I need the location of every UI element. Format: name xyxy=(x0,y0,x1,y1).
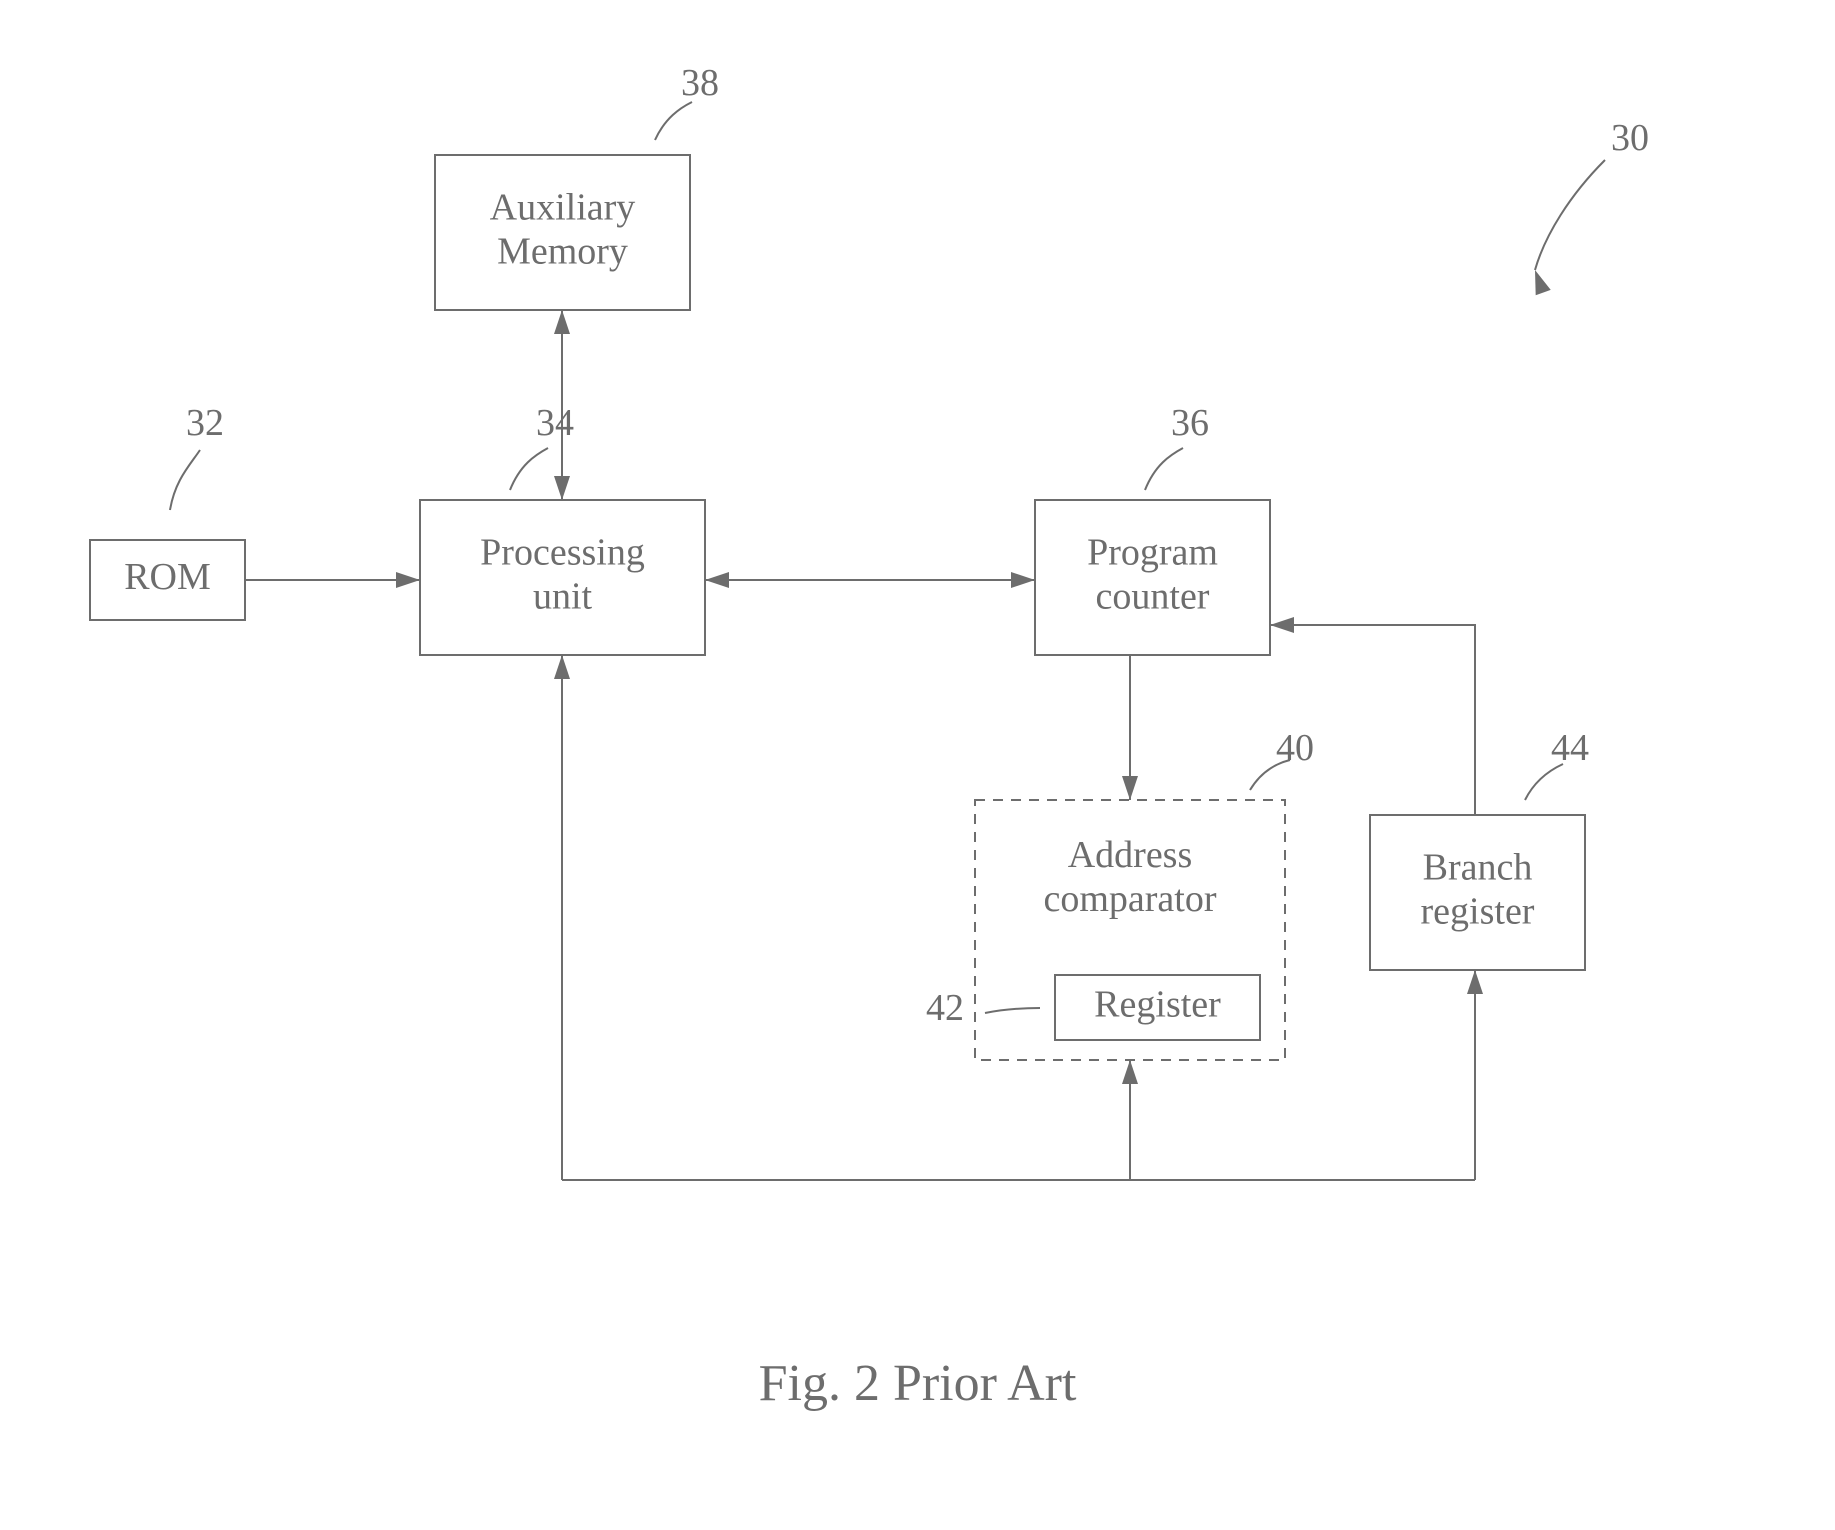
edge-branch-pc xyxy=(1270,625,1475,815)
node-pu: Processingunit34 xyxy=(420,402,705,655)
node-rom-label: ROM xyxy=(124,556,211,598)
node-addr-ref: 40 xyxy=(1276,727,1314,769)
figure-caption: Fig. 2 Prior Art xyxy=(759,1355,1077,1412)
node-rom-ref: 32 xyxy=(186,402,224,444)
node-pu-leader xyxy=(510,448,548,490)
node-aux-ref: 38 xyxy=(681,62,719,104)
arrowhead xyxy=(396,572,420,588)
node-rom: ROM 32 xyxy=(90,402,245,620)
arrowhead xyxy=(554,655,570,679)
node-branch: Branchregister 44 xyxy=(1370,727,1589,970)
arrowhead xyxy=(1535,270,1551,295)
node-aux-leader xyxy=(655,102,692,140)
node-pc-ref: 36 xyxy=(1171,402,1209,444)
node-pc: Programcounter 36 xyxy=(1035,402,1270,655)
arrowhead xyxy=(554,310,570,334)
node-pc-leader xyxy=(1145,448,1183,490)
diagram-canvas: ROM 32 Processingunit34 AuxiliaryMemory 38 Pr… xyxy=(0,0,1835,1530)
ref-30-label: 30 xyxy=(1611,117,1649,159)
arrowhead xyxy=(1467,970,1483,994)
node-reg-ref: 42 xyxy=(926,987,964,1029)
arrowhead xyxy=(1122,776,1138,800)
arrowhead xyxy=(1011,572,1035,588)
node-branch-label: Branchregister xyxy=(1421,846,1535,932)
node-branch-ref: 44 xyxy=(1551,727,1589,769)
node-aux: AuxiliaryMemory 38 xyxy=(435,62,719,310)
ref-30-arc xyxy=(1535,160,1605,270)
node-pc-label: Programcounter xyxy=(1087,531,1218,617)
arrowhead xyxy=(705,572,729,588)
node-pu-ref: 34 xyxy=(536,402,574,444)
node-rom-leader xyxy=(170,450,200,510)
node-reg-label: Register xyxy=(1094,983,1221,1025)
arrowhead xyxy=(554,476,570,500)
node-addr-label: Addresscomparator xyxy=(1043,834,1216,920)
arrowhead xyxy=(1122,1060,1138,1084)
node-branch-leader xyxy=(1525,764,1563,800)
arrowhead xyxy=(1270,617,1294,633)
node-aux-label: AuxiliaryMemory xyxy=(490,186,636,272)
